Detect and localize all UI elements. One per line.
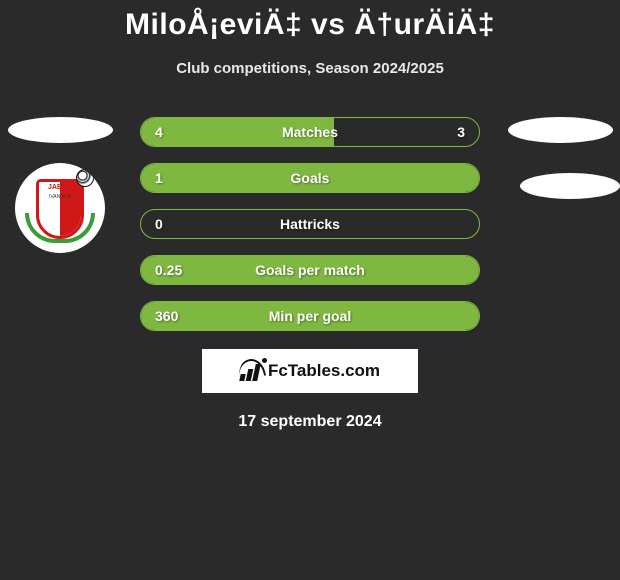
brand-box[interactable]: FcTables.com: [202, 349, 418, 393]
stat-label: Hattricks: [280, 216, 340, 232]
stat-row-hattricks: 0 Hattricks: [140, 209, 480, 239]
stats-area: JABOP IVANJICA 4 Matches 3 1 Goals: [0, 117, 620, 331]
stat-row-goals-per-match: 0.25 Goals per match: [140, 255, 480, 285]
right-player-column: [508, 117, 620, 219]
fctables-logo-icon: [240, 361, 264, 381]
left-player-column: JABOP IVANJICA: [8, 117, 120, 253]
stat-value-right: 3: [457, 124, 465, 140]
stat-value-left: 1: [155, 170, 163, 186]
brand-text: FcTables.com: [268, 361, 380, 381]
club-name-text: JABOP: [48, 184, 72, 191]
stat-value-left: 0.25: [155, 262, 182, 278]
stat-row-min-per-goal: 360 Min per goal: [140, 301, 480, 331]
soccer-ball-icon: [76, 169, 94, 187]
stat-label: Goals: [291, 170, 330, 186]
stat-value-left: 4: [155, 124, 163, 140]
page-title: MiloÅ¡eviÄ‡ vs Ä†urÄiÄ‡: [0, 8, 620, 42]
subtitle: Club competitions, Season 2024/2025: [0, 60, 620, 77]
stat-label: Goals per match: [255, 262, 365, 278]
stat-value-left: 360: [155, 308, 178, 324]
brand-link[interactable]: FcTables.com: [240, 361, 380, 381]
stat-value-left: 0: [155, 216, 163, 232]
stat-label: Matches: [282, 124, 338, 140]
club-logo-right-placeholder: [520, 173, 620, 199]
stat-rows: 4 Matches 3 1 Goals 0 Hattricks 0.25 Goa…: [140, 117, 480, 331]
comparison-widget: MiloÅ¡eviÄ‡ vs Ä†urÄiÄ‡ Club competition…: [0, 0, 620, 431]
stat-row-goals: 1 Goals: [140, 163, 480, 193]
player-photo-right-placeholder: [508, 117, 613, 143]
club-city-text: IVANJICA: [49, 194, 71, 200]
stat-row-matches: 4 Matches 3: [140, 117, 480, 147]
stat-label: Min per goal: [269, 308, 351, 324]
date-text: 17 september 2024: [0, 413, 620, 431]
club-logo-left: JABOP IVANJICA: [15, 163, 105, 253]
player-photo-left-placeholder: [8, 117, 113, 143]
